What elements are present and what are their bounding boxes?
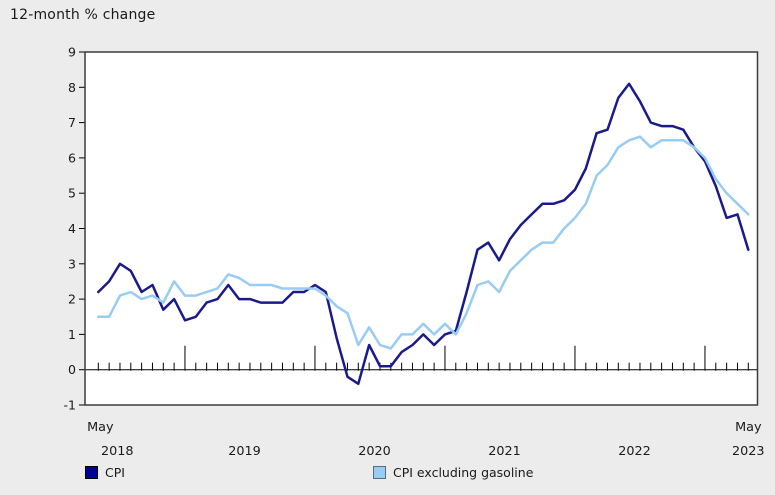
y-axis-tick-label: 0 xyxy=(68,362,76,377)
chart-legend: CPI CPI excluding gasoline xyxy=(0,465,775,487)
y-axis-tick-label: 3 xyxy=(68,256,76,271)
legend-item-cpi: CPI xyxy=(85,465,125,480)
y-axis-tick-label: 2 xyxy=(68,292,76,307)
cpi-excluding-gasoline-swatch xyxy=(373,466,386,479)
plot-frame xyxy=(84,51,759,406)
cpi-swatch xyxy=(85,466,98,479)
y-axis-tick-label: 6 xyxy=(68,150,76,165)
cpi-line-chart: -1 0 1 2 3 4 5 6 7 8 9 May 2018 2019 2020 2021 2022 May 20… xyxy=(64,45,765,460)
y-axis-tick-label: 7 xyxy=(68,115,76,130)
x-axis-year-label: 2020 xyxy=(358,444,391,459)
y-axis-tick-label: 5 xyxy=(68,186,76,201)
y-axis-tick-label: 9 xyxy=(68,45,76,60)
x-axis-end-month-label: May xyxy=(735,420,762,435)
cpi-legend-label: CPI xyxy=(105,465,125,480)
legend-item-cpi-excluding-gasoline: CPI excluding gasoline xyxy=(373,465,533,480)
cpi-excluding-gasoline-legend-label: CPI excluding gasoline xyxy=(393,465,534,480)
plot-area xyxy=(85,52,758,405)
cpi-line xyxy=(97,82,750,386)
y-axis-tick-label: 4 xyxy=(68,221,76,236)
y-axis-tick-label: 8 xyxy=(68,80,76,95)
x-axis-end-year-label: 2023 xyxy=(732,444,765,459)
x-axis-start-year-label: 2018 xyxy=(101,444,134,459)
x-axis-year-label: 2019 xyxy=(228,444,261,459)
y-axis-tick-label: 1 xyxy=(68,327,76,342)
x-axis-year-label: 2021 xyxy=(488,444,521,459)
x-axis-start-month-label: May xyxy=(87,420,114,435)
chart-title: 12-month % change xyxy=(10,7,156,23)
x-axis-year-label: 2022 xyxy=(618,444,651,459)
y-axis-tick-label: -1 xyxy=(64,398,76,413)
cpi-excluding-gasoline-line xyxy=(97,135,750,350)
